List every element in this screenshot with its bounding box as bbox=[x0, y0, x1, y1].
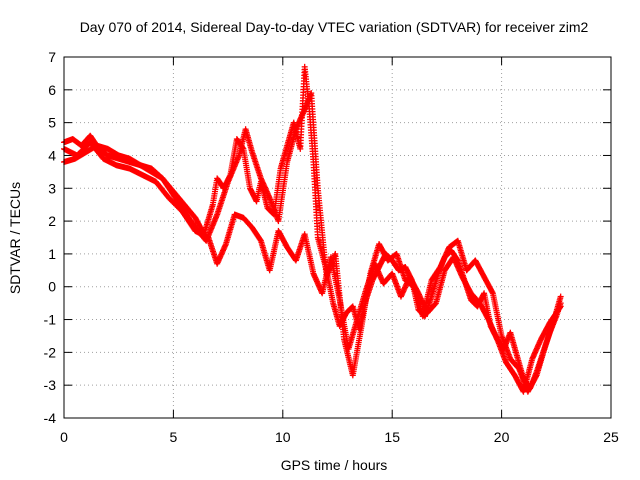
y-tick-label: 6 bbox=[48, 82, 56, 98]
x-tick-label: 0 bbox=[60, 429, 68, 445]
y-tick-label: 5 bbox=[48, 115, 56, 131]
x-axis-label: GPS time / hours bbox=[281, 457, 388, 473]
y-tick-label: 3 bbox=[48, 180, 56, 196]
y-tick-label: -2 bbox=[44, 344, 57, 360]
chart-title: Day 070 of 2014, Sidereal Day-to-day VTE… bbox=[80, 19, 589, 35]
x-tick-label: 20 bbox=[494, 429, 510, 445]
x-tick-label: 25 bbox=[603, 429, 619, 445]
y-tick-label: 0 bbox=[48, 279, 56, 295]
x-tick-label: 10 bbox=[275, 429, 291, 445]
y-axis-label: SDTVAR / TECUs bbox=[7, 182, 23, 294]
y-tick-label: -1 bbox=[44, 312, 57, 328]
y-tick-label: 2 bbox=[48, 213, 56, 229]
y-tick-label: -4 bbox=[44, 410, 57, 426]
y-tick-label: 1 bbox=[48, 246, 56, 262]
x-tick-label: 5 bbox=[170, 429, 178, 445]
axis-ticks: 0 5 10 15 20 25 -4 -3 -2 -1 0 1 2 3 4 5 6 7 bbox=[44, 49, 619, 445]
y-tick-label: -3 bbox=[44, 377, 57, 393]
x-tick-label: 15 bbox=[384, 429, 400, 445]
y-tick-label: 7 bbox=[48, 49, 56, 65]
data-points bbox=[61, 63, 564, 395]
y-tick-label: 4 bbox=[48, 147, 56, 163]
